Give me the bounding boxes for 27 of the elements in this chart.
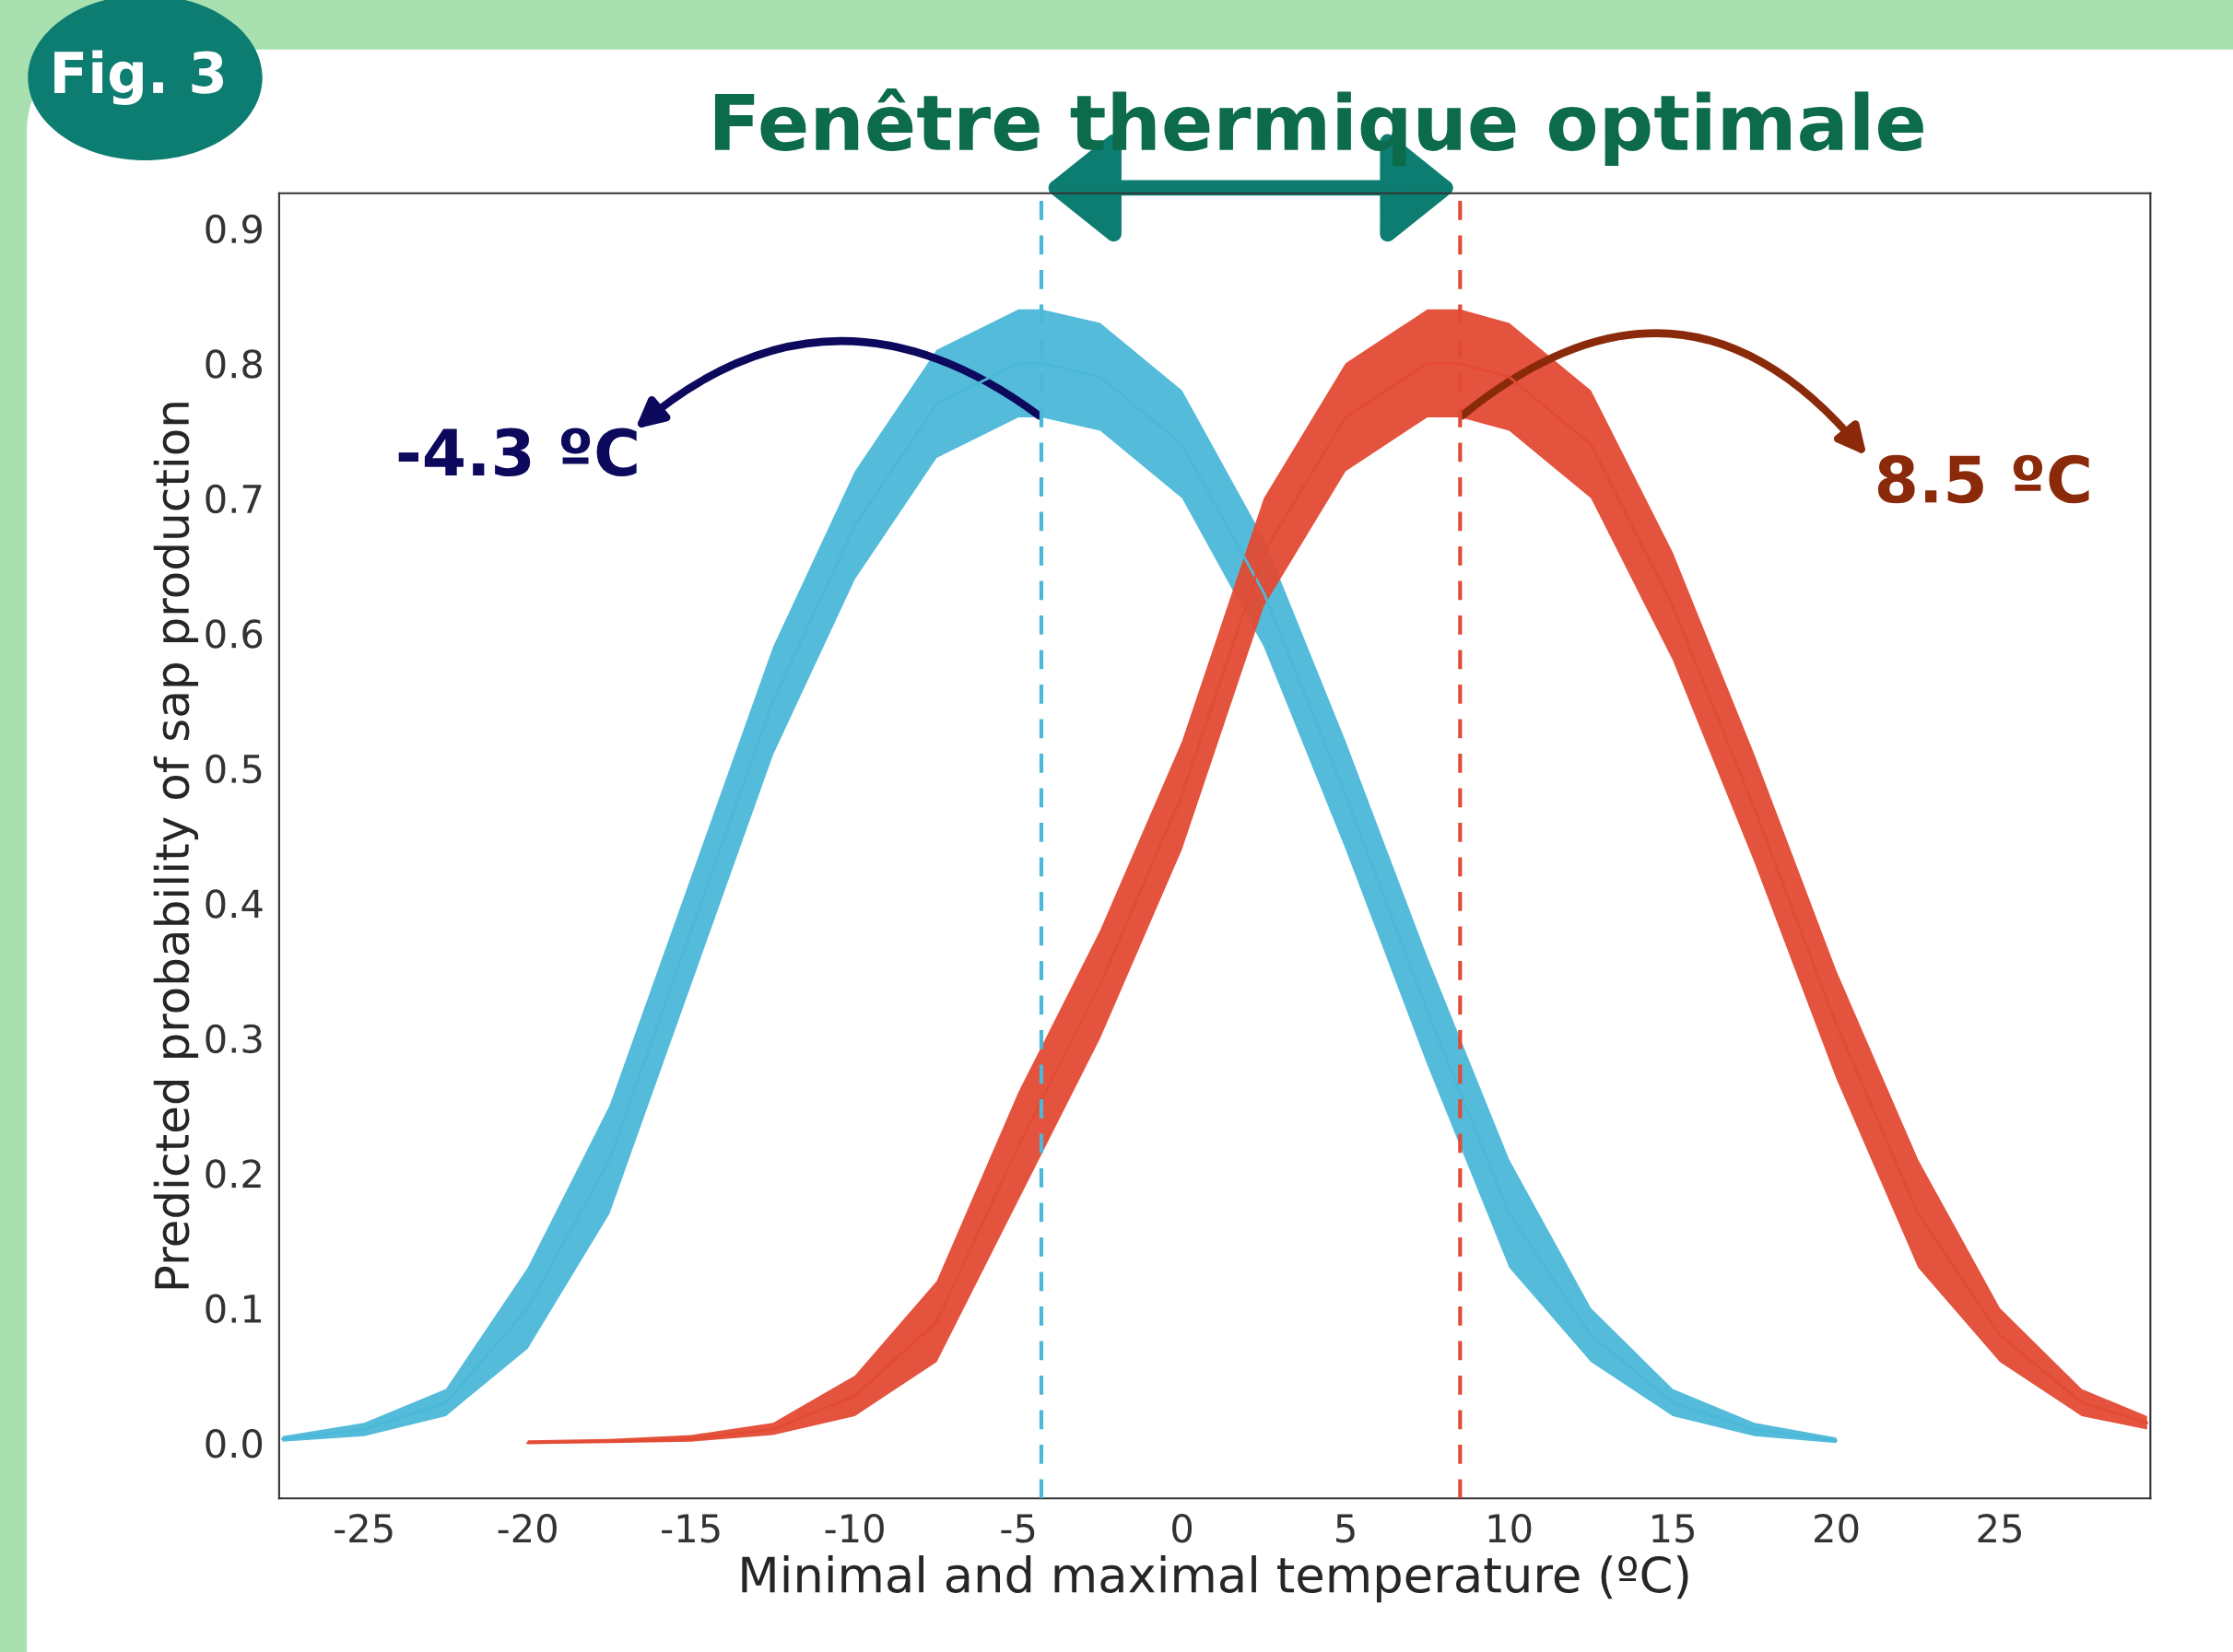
y-tick-label: 0.5 [206, 754, 262, 784]
y-tick-label: 0.9 [206, 214, 262, 244]
y-tick-label: 0.8 [206, 349, 263, 379]
y-tick-label: 0.7 [206, 484, 262, 514]
y-axis-title: Predicted probability of sap production [153, 403, 199, 1289]
x-tick-label: 20 [1815, 1513, 1859, 1543]
x-tick-label: 5 [1336, 1514, 1355, 1543]
x-tick-label: 25 [1978, 1513, 2021, 1543]
y-tick-label: 0.3 [206, 1024, 262, 1054]
annotation: 8.5 ºC [1877, 454, 2089, 504]
y-tick-label: 0.0 [206, 1429, 263, 1459]
x-tick-label: 0 [1172, 1513, 1193, 1543]
x-tick-label: 10 [1488, 1513, 1532, 1543]
y-tick-label: 0.1 [206, 1294, 262, 1324]
y-tick-label: 0.6 [206, 619, 263, 649]
x-tick-label: 15 [1652, 1514, 1694, 1543]
caption: Fig. 3 [54, 50, 224, 106]
annotation: -4.3 ºC [398, 428, 637, 477]
x-tick-label: -15 [662, 1514, 720, 1543]
chart-title: Fenêtre thermique optimale [714, 88, 1923, 167]
x-tick-label: -10 [825, 1513, 884, 1543]
x-axis-title: Minimal and maximal temperature (ºC) [742, 1555, 1688, 1603]
x-tick-label: -5 [1001, 1514, 1035, 1543]
x-tick-label: -20 [498, 1513, 557, 1543]
y-tick-label: 0.2 [206, 1159, 261, 1189]
y-tick-label: 0.4 [206, 889, 263, 919]
x-tick-label: -25 [335, 1513, 393, 1543]
